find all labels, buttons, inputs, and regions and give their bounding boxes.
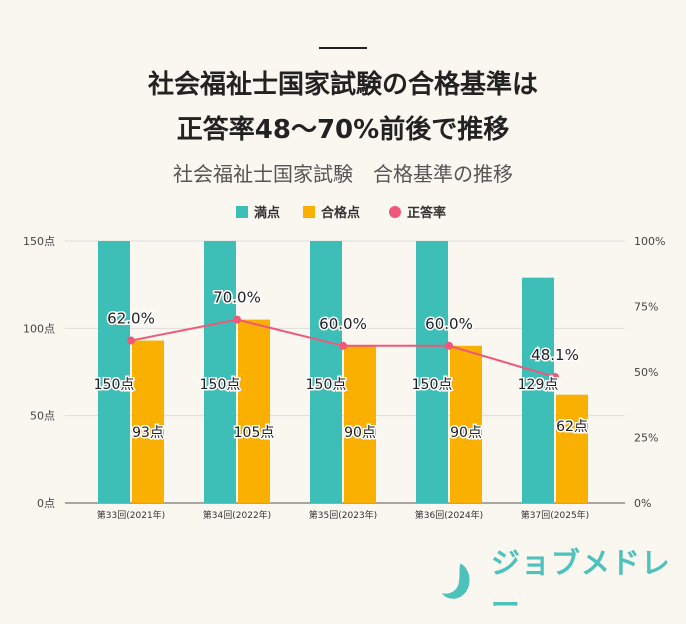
pass-score-label: 105点 <box>234 425 275 441</box>
pass-score-label: 93点 <box>132 425 164 441</box>
x-tick-label: 第35回(2023年) <box>309 509 377 521</box>
bar-full-score <box>522 277 554 503</box>
bar-pass-score <box>344 345 376 503</box>
combo-chart: 0点 50点 100点 150点 0% 25% 50% 75% 100% 満点 合格点 正答率第33回… <box>23 205 665 521</box>
right-tick-label: 0% <box>634 497 651 510</box>
pass-rate-point <box>339 341 347 350</box>
legend-marker-2 <box>389 206 401 218</box>
x-tick-label: 第34回(2022年) <box>203 509 271 521</box>
pass-rate-point <box>233 315 241 324</box>
pass-rate-label: 60.0% <box>319 315 367 333</box>
pass-rate-point <box>127 336 135 345</box>
right-tick-label: 25% <box>634 432 658 445</box>
right-tick-label: 75% <box>634 301 658 314</box>
left-tick-label: 100点 <box>23 322 55 335</box>
x-tick-label: 第36回(2024年) <box>415 509 483 521</box>
pass-rate-label: 62.0% <box>107 310 155 328</box>
pass-score-label: 62点 <box>556 419 588 435</box>
bar-pass-score <box>450 345 482 503</box>
headline-line-1: 社会福祉士国家試験の合格基準は <box>147 70 538 100</box>
bar-full-score <box>204 241 236 503</box>
bar-pass-score <box>556 394 588 503</box>
pass-rate-point <box>551 372 559 381</box>
full-score-label: 150点 <box>306 377 347 393</box>
headline-line-2: 正答率48～70%前後で推移 <box>176 115 510 145</box>
title-rule <box>319 47 367 49</box>
left-tick-label: 0点 <box>37 497 55 510</box>
bar-full-score <box>310 241 342 503</box>
bar-pass-score <box>238 319 270 503</box>
chart-title: 社会福祉士国家試験 合格基準の推移 <box>173 162 513 186</box>
logo-text: ジョブメドレー <box>490 546 671 622</box>
pass-score-label: 90点 <box>344 425 376 441</box>
bar-full-score <box>416 241 448 503</box>
pass-score-label: 90点 <box>450 425 482 441</box>
full-score-label: 150点 <box>94 377 135 393</box>
full-score-label: 150点 <box>200 377 241 393</box>
right-tick-label: 100% <box>634 235 665 248</box>
full-score-label: 150点 <box>412 377 453 393</box>
legend-marker-0 <box>236 206 248 218</box>
jobmedley-logo: ジョブメドレー <box>440 540 686 624</box>
pass-rate-label: 70.0% <box>213 289 261 307</box>
bar-pass-score <box>132 340 164 503</box>
logo-mark-icon <box>441 563 470 599</box>
bar-full-score <box>98 241 130 503</box>
pass-rate-label: 48.1% <box>531 346 579 364</box>
x-tick-label: 第37回(2025年) <box>521 509 589 521</box>
right-tick-label: 50% <box>634 366 658 379</box>
left-tick-label: 50点 <box>30 410 55 423</box>
pass-rate-label: 60.0% <box>425 315 473 333</box>
legend-label: 合格点 <box>321 205 360 221</box>
full-score-label: 129点 <box>518 377 559 393</box>
pass-rate-point <box>445 341 453 350</box>
legend-label: 満点 <box>254 205 280 221</box>
legend-marker-1 <box>303 206 315 218</box>
x-tick-label: 第33回(2021年) <box>97 509 165 521</box>
legend-label: 正答率 <box>407 205 446 221</box>
left-tick-label: 150点 <box>23 235 55 248</box>
